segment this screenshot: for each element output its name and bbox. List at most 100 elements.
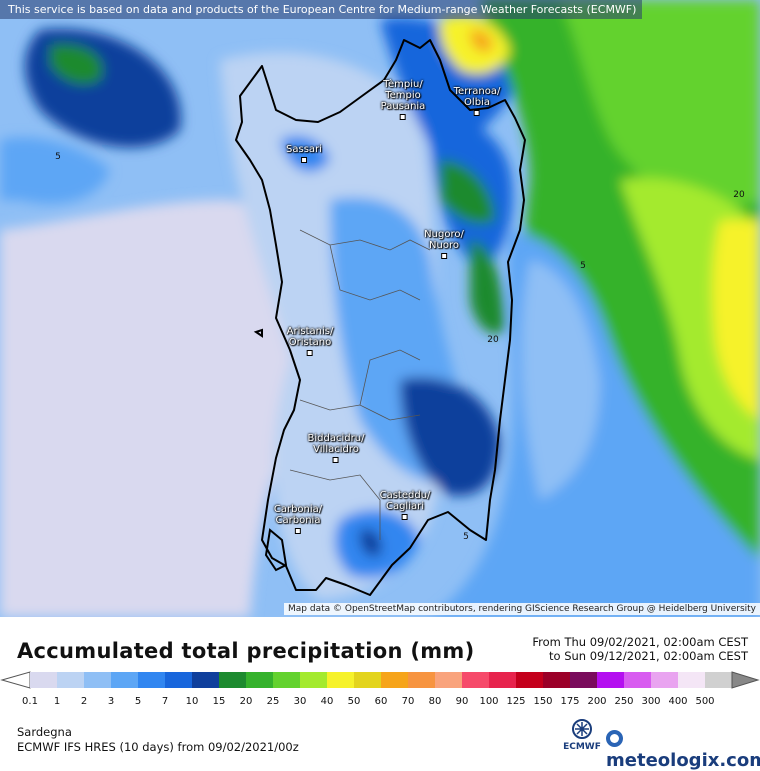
legend-swatch [300, 672, 328, 688]
legend-swatch [57, 672, 85, 688]
legend-swatch [273, 672, 301, 688]
legend-swatch [327, 672, 355, 688]
legend-swatch [570, 672, 598, 688]
city-line: Nugoro/ [424, 229, 464, 240]
city-label-oristano: Aristanis/Oristano [286, 326, 334, 356]
legend-tick-label: 2 [80, 696, 88, 707]
legend-tick-label: 400 [668, 696, 688, 707]
city-label-sassari: Sassari [286, 144, 322, 163]
legend-swatch [138, 672, 166, 688]
contour-label: 20 [487, 335, 499, 345]
legend-tick-label: 70 [401, 696, 415, 707]
meteologix-logo[interactable]: meteologix.com [606, 729, 760, 771]
model-run: ECMWF IFS HRES (10 days) from 09/02/2021… [17, 740, 299, 754]
legend-tick-label: 90 [455, 696, 469, 707]
legend-swatch [435, 672, 463, 688]
precipitation-field [0, 0, 760, 617]
city-line: Cagliari [385, 501, 425, 512]
legend-swatch [489, 672, 517, 688]
city-marker [401, 514, 408, 520]
legend-tick-label: 15 [212, 696, 226, 707]
legend-tick-label: 40 [320, 696, 334, 707]
contour-label: 5 [580, 261, 586, 271]
city-marker [399, 114, 406, 120]
legend-tick-label: 175 [560, 696, 580, 707]
legend-tick-label: 150 [533, 696, 553, 707]
city-line: Carbonia [275, 515, 321, 526]
city-line: Oristano [288, 337, 332, 348]
legend-tick-label: 0.1 [22, 696, 38, 707]
legend-tick-label: 50 [347, 696, 361, 707]
city-line: Aristanis/ [286, 326, 334, 337]
contour-label: 20 [733, 190, 745, 200]
legend-tick-label: 500 [695, 696, 715, 707]
contour-label: 5 [463, 532, 469, 542]
legend-tick-label: 125 [506, 696, 526, 707]
city-marker [307, 350, 313, 356]
ecmwf-emblem-icon [572, 719, 592, 739]
precipitation-map: This service is based on data and produc… [0, 0, 760, 617]
city-line: Nuoro [429, 240, 459, 251]
legend-swatch [462, 672, 490, 688]
city-label-villacidro: Biddacidru/Villacidro [307, 433, 365, 463]
city-marker [295, 528, 301, 534]
legend-tick-label: 5 [134, 696, 142, 707]
color-legend [0, 671, 760, 689]
legend-tick-label: 250 [614, 696, 634, 707]
ecmwf-disclaimer: This service is based on data and produc… [0, 0, 643, 19]
city-marker [473, 110, 480, 116]
legend-swatch [354, 672, 382, 688]
map-attribution: Map data © OpenStreetMap contributors, r… [284, 603, 760, 615]
city-label-olbia: Terranoa/Olbia [453, 86, 501, 116]
contour-label: 5 [55, 152, 61, 162]
legend-tick-label: 60 [374, 696, 388, 707]
city-line: Terranoa/ [453, 86, 501, 97]
city-line: Sassari [286, 144, 322, 155]
legend-tick-label: 25 [266, 696, 280, 707]
legend-tick-label: 3 [107, 696, 115, 707]
forecast-period: From Thu 09/02/2021, 02:00am CEST to Sun… [532, 635, 748, 663]
legend-swatch [192, 672, 220, 688]
legend-swatch [165, 672, 193, 688]
legend-tick-label: 30 [293, 696, 307, 707]
legend-swatch [30, 672, 58, 688]
legend-swatch [597, 672, 625, 688]
city-marker [440, 253, 447, 259]
city-line: Pausania [380, 101, 426, 112]
brand-name: meteologix.com [606, 750, 760, 771]
legend-swatch [651, 672, 679, 688]
city-label-carbonia: Carbonia/Carbonia [274, 504, 322, 534]
city-line: Tempio [385, 90, 421, 101]
city-label-nuoro: Nugoro/Nuoro [424, 229, 464, 259]
legend-swatch [543, 672, 571, 688]
city-line: Villacidro [313, 444, 359, 455]
legend-swatch [678, 672, 706, 688]
legend-tick-label: 7 [161, 696, 169, 707]
legend-swatch [219, 672, 247, 688]
legend-swatch [111, 672, 139, 688]
period-to: to Sun 09/12/2021, 02:00am CEST [549, 649, 748, 663]
city-line: Biddacidru/ [307, 433, 365, 444]
legend-tick-label: 200 [587, 696, 607, 707]
legend-tick-label: 100 [479, 696, 499, 707]
legend-tick-label: 300 [641, 696, 661, 707]
legend-swatch [84, 672, 112, 688]
meteologix-globe-icon [606, 730, 623, 747]
city-line: Carbonia/ [273, 504, 323, 515]
legend-swatch [516, 672, 544, 688]
legend-swatch [705, 672, 733, 688]
sardinia-coastline [235, 39, 526, 596]
footer [0, 617, 760, 760]
legend-swatch [246, 672, 274, 688]
legend-tick-label: 80 [428, 696, 442, 707]
chart-title: Accumulated total precipitation (mm) [17, 639, 475, 663]
city-marker [300, 157, 307, 163]
city-line: Casteddu/ [379, 490, 431, 501]
region-name: Sardegna [17, 725, 72, 739]
city-line: Olbia [464, 97, 490, 108]
legend-tick-label: 10 [185, 696, 199, 707]
legend-swatch [408, 672, 436, 688]
ecmwf-logo: ECMWF [560, 718, 604, 752]
city-line: Tèmpiu/ [383, 79, 423, 90]
legend-tick-label: 20 [239, 696, 253, 707]
